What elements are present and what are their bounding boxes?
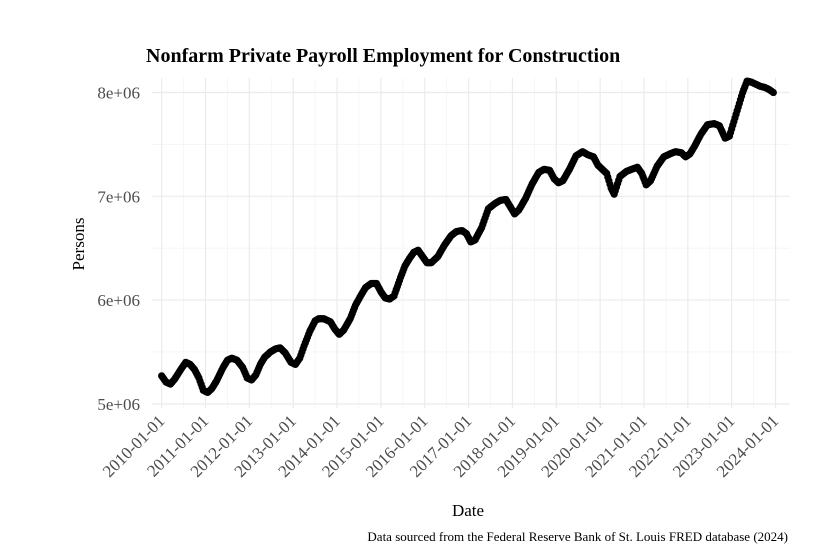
caption: Data sourced from the Federal Reserve Ba… <box>367 529 788 544</box>
y-tick-label: 7e+06 <box>97 187 140 206</box>
data-point <box>769 88 777 97</box>
y-tick-label: 8e+06 <box>97 84 140 103</box>
x-axis-title: Date <box>452 501 484 520</box>
y-tick-label: 6e+06 <box>97 291 140 310</box>
plot-panel <box>152 77 790 408</box>
y-axis-title: Persons <box>69 218 88 271</box>
data-points <box>158 77 777 397</box>
y-axis-ticks: 5e+06 6e+06 7e+06 8e+06 <box>97 84 140 414</box>
grid-major <box>152 78 790 408</box>
chart-title: Nonfarm Private Payroll Employment for C… <box>146 45 620 67</box>
y-tick-label: 5e+06 <box>97 395 140 414</box>
x-axis-ticks: 2010-01-012011-01-012012-01-012013-01-01… <box>99 411 782 481</box>
grid-minor <box>152 78 790 408</box>
